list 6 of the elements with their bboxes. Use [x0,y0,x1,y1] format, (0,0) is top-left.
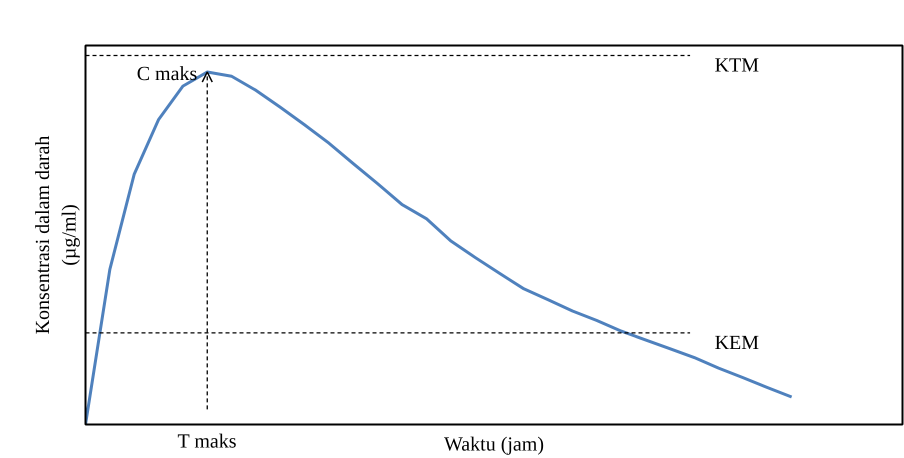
text: T maks [178,430,237,452]
x-axis-title: Waktu (jam) [444,434,544,456]
annotation: C maks [136,63,198,86]
y-axis-title: Konsentrasi dalam darah (µg/ml) [32,136,80,334]
ref-line-label: KEM [714,332,760,354]
ref-line-label: KTM [714,54,760,76]
